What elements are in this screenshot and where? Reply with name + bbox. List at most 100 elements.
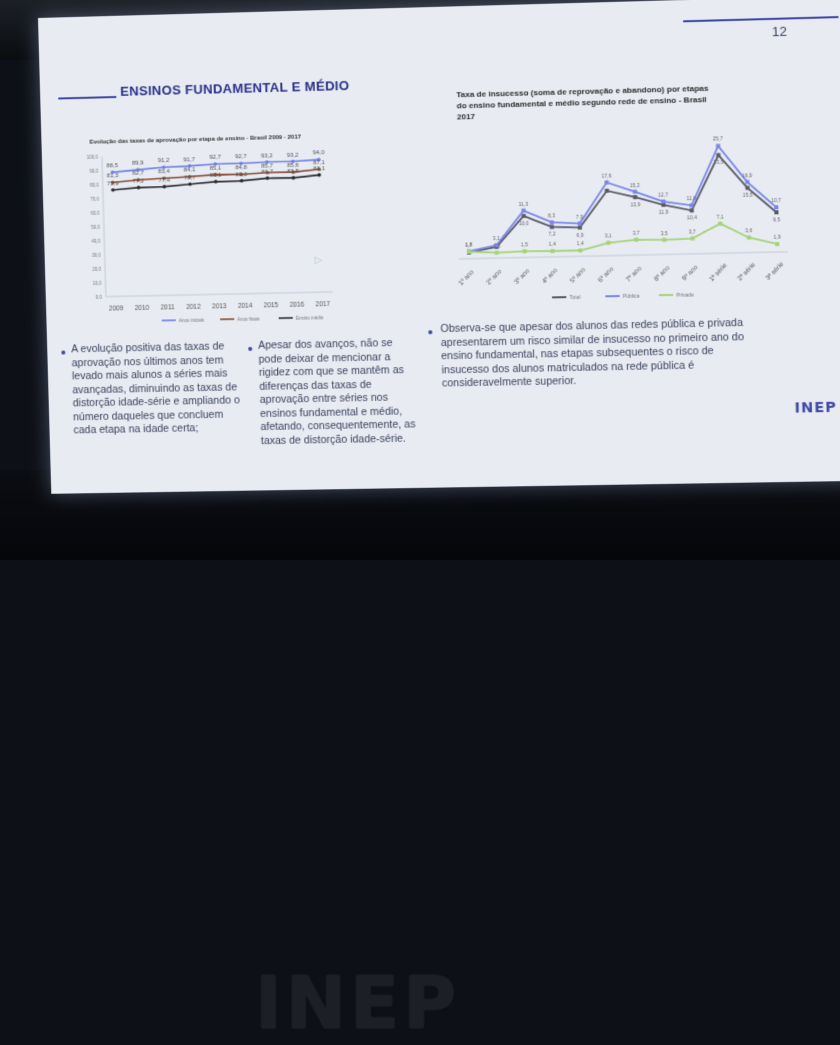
data-point xyxy=(291,176,295,180)
data-label: 10,4 xyxy=(687,215,697,221)
stage-logo: INEP xyxy=(255,967,545,1030)
data-label: 81,3 xyxy=(107,173,120,179)
x-tick-label: 2011 xyxy=(161,304,176,311)
data-label: 3,1 xyxy=(493,236,500,242)
data-label: 78,7 xyxy=(184,175,197,181)
data-label: 7,9 xyxy=(576,214,584,220)
y-tick-label: 40,0 xyxy=(91,239,100,244)
data-label: 1,5 xyxy=(521,242,528,248)
y-tick-label: 30,0 xyxy=(92,253,101,258)
y-tick-label: 90,0 xyxy=(90,169,99,174)
data-label: 81,7 xyxy=(261,169,274,175)
data-label: 75,9 xyxy=(107,181,120,187)
data-label: 1,9 xyxy=(773,235,781,241)
data-label: 10,0 xyxy=(519,221,529,227)
data-label: 93,2 xyxy=(287,152,300,158)
y-tick-label: 0,0 xyxy=(96,295,103,300)
bullet-text-3: Observa-se que apesar dos alunos das red… xyxy=(440,317,750,391)
data-label: 93,2 xyxy=(261,153,274,159)
data-label: 83,4 xyxy=(158,169,171,175)
data-point xyxy=(605,180,609,184)
series-line xyxy=(466,154,777,253)
data-point xyxy=(774,210,778,214)
data-label: 25,7 xyxy=(713,137,723,143)
data-label: 13,9 xyxy=(630,202,640,208)
y-tick-label: 100,0 xyxy=(87,155,99,160)
data-point xyxy=(745,186,749,190)
data-label: 1,4 xyxy=(577,241,585,247)
failure-rate-chart: 1º ano2º ano3º ano4º ano5º ano6º ano7º a… xyxy=(435,119,795,315)
data-point xyxy=(634,238,638,242)
data-point xyxy=(662,238,666,242)
data-label: 3,5 xyxy=(661,231,669,237)
data-point xyxy=(716,153,720,157)
y-tick-label: 20,0 xyxy=(92,267,101,272)
data-point xyxy=(317,173,321,177)
chart2-title: Taxa de insucesso (soma de reprovação e … xyxy=(456,83,714,123)
data-point xyxy=(188,182,192,186)
data-point xyxy=(606,241,610,245)
projection-screen: 12 ENSINOS FUNDAMENTAL E MÉDIO Evolução … xyxy=(38,0,840,494)
bullet-dot-2 xyxy=(248,347,252,351)
bullet-dot-3 xyxy=(428,330,432,334)
data-point xyxy=(690,236,694,240)
x-tick-label: 3º ano xyxy=(513,267,532,286)
data-point xyxy=(690,208,694,212)
approval-rate-chart: 0,010,020,030,040,050,060,070,080,090,01… xyxy=(62,141,339,328)
data-label: 83,1 xyxy=(313,166,326,172)
x-tick-label: 9º ano xyxy=(681,264,700,283)
slide-number: 12 xyxy=(772,24,787,40)
data-point xyxy=(633,195,637,199)
data-label: 3,6 xyxy=(745,228,753,234)
data-point xyxy=(522,214,526,218)
data-label: 91,7 xyxy=(183,157,196,163)
data-label: 10,7 xyxy=(771,198,781,204)
data-label: 92,7 xyxy=(209,155,222,161)
legend-label: Total xyxy=(569,295,580,301)
data-label: 3,7 xyxy=(632,230,640,236)
data-label: 1,3 xyxy=(493,244,500,250)
x-tick-label: 5º ano xyxy=(569,266,588,285)
x-axis xyxy=(106,292,333,297)
data-label: 81,5 xyxy=(287,169,300,175)
data-label: 16,9 xyxy=(742,173,752,179)
x-tick-label: 7º ano xyxy=(625,265,644,284)
bullet-text-1: A evolução positiva das taxas de aprovaç… xyxy=(71,340,242,438)
data-label: 80,1 xyxy=(210,172,223,178)
inep-logo: INEP xyxy=(794,400,837,417)
data-point xyxy=(716,144,720,148)
data-point xyxy=(747,236,751,240)
data-point xyxy=(137,186,141,190)
data-label: 7,2 xyxy=(548,232,556,238)
data-point xyxy=(775,242,779,246)
data-point xyxy=(550,225,554,229)
data-point xyxy=(111,188,115,192)
data-label: 92,7 xyxy=(235,154,248,160)
data-label: 84,1 xyxy=(184,167,197,173)
x-tick-label: 3ª série xyxy=(764,261,785,282)
y-tick-label: 60,0 xyxy=(91,211,100,216)
y-tick-label: 10,0 xyxy=(93,281,102,286)
x-tick-label: 2015 xyxy=(264,302,279,309)
data-label: 85,1 xyxy=(209,165,222,171)
data-label: 7,1 xyxy=(716,214,724,220)
legend-label: Privada xyxy=(676,292,694,298)
data-label: 89,9 xyxy=(132,161,145,167)
data-label: 8,3 xyxy=(548,213,556,219)
data-label: 82,7 xyxy=(132,171,145,177)
y-tick-label: 70,0 xyxy=(90,197,99,202)
data-label: 1,7 xyxy=(465,242,472,248)
data-label: 3,1 xyxy=(605,234,613,240)
data-point xyxy=(214,180,218,184)
bullet-text-2: Apesar dos avanços, não se pode deixar d… xyxy=(258,337,418,449)
x-tick-label: 2012 xyxy=(186,304,201,311)
data-point xyxy=(550,220,554,224)
data-label: 77,2 xyxy=(132,178,145,184)
data-point xyxy=(240,179,244,183)
data-label: 11,9 xyxy=(659,210,669,216)
data-label: 80,3 xyxy=(235,172,248,178)
data-label: 6,9 xyxy=(576,233,584,239)
data-point xyxy=(162,185,166,189)
data-label: 88,5 xyxy=(106,163,119,169)
x-tick-label: 2016 xyxy=(289,302,304,309)
